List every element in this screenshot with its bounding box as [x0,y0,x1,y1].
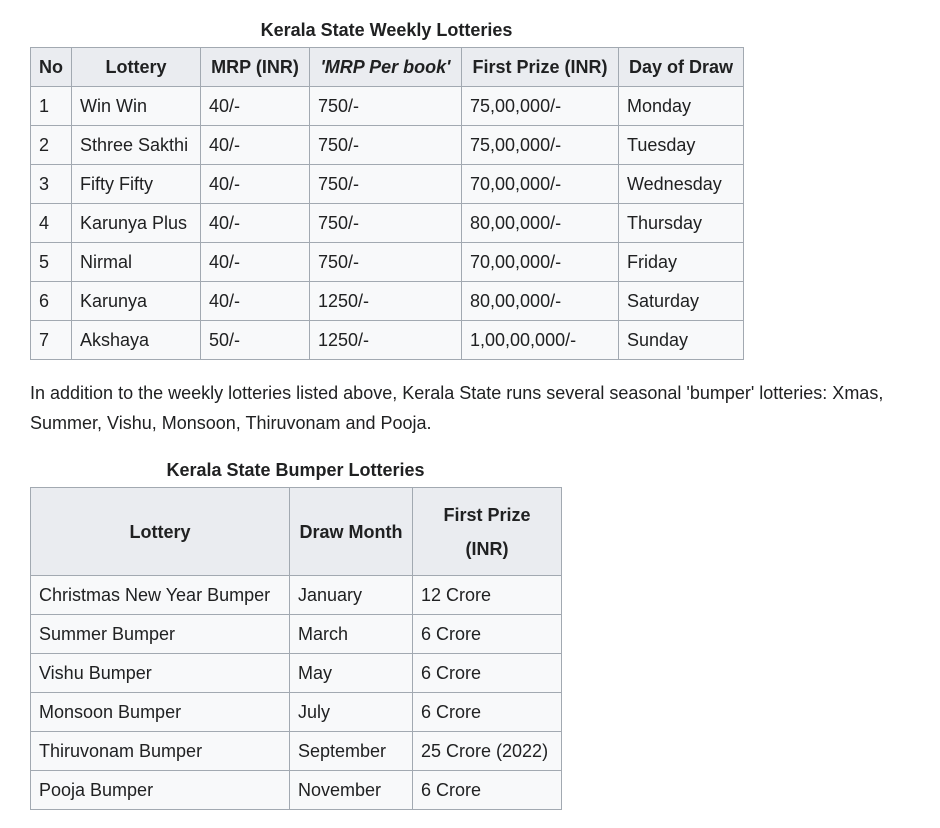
table-cell: 50/- [200,320,310,360]
table-cell: 4 [30,203,72,243]
table-cell: September [289,731,413,771]
table-row: 4 Karunya Plus 40/- 750/- 80,00,000/- Thursda… [30,203,744,243]
table-cell: 40/- [200,86,310,126]
table-cell: Summer Bumper [30,614,290,654]
table-row: 6 Karunya 40/- 1250/- 80,00,000/- Saturday [30,281,744,321]
table-cell: Win Win [71,86,201,126]
bumper-lotteries-table: Lottery Draw Month First Prize (INR) Chris… [30,487,562,810]
bumper-intro-paragraph: In addition to the weekly lotteries list… [30,383,884,433]
table-cell: 750/- [309,242,462,282]
table-cell: Sthree Sakthi [71,125,201,165]
weekly-table-caption: Kerala State Weekly Lotteries [260,20,513,40]
table-cell: Monsoon Bumper [30,692,290,732]
table-cell: 1,00,00,000/- [461,320,619,360]
column-header: First Prize (INR) [412,487,562,576]
table-cell: Thursday [618,203,744,243]
table-cell: Christmas New Year Bumper [30,575,290,615]
table-cell: 40/- [200,242,310,282]
table-cell: Akshaya [71,320,201,360]
table-cell: 750/- [309,86,462,126]
table-row: 5 Nirmal 40/- 750/- 70,00,000/- Friday [30,242,744,282]
table-cell: Friday [618,242,744,282]
column-header: Lottery [71,47,201,87]
table-row: 3 Fifty Fifty 40/- 750/- 70,00,000/- Wednesda… [30,164,744,204]
table-cell: 70,00,000/- [461,242,619,282]
table-cell: Monday [618,86,744,126]
table-cell: 7 [30,320,72,360]
table-header-row: No Lottery MRP (INR) 'MRP Per book' First Pr… [30,47,744,87]
table-cell: 5 [30,242,72,282]
table-cell: 3 [30,164,72,204]
column-header: MRP (INR) [200,47,310,87]
table-cell: 750/- [309,164,462,204]
column-header: Draw Month [289,487,413,576]
table-cell: July [289,692,413,732]
table-cell: 25 Crore (2022) [412,731,562,771]
column-header: First Prize (INR) [461,47,619,87]
table-row: 2 Sthree Sakthi 40/- 750/- 75,00,000/- Tuesda… [30,125,744,165]
table-cell: 40/- [200,164,310,204]
table-cell: 70,00,000/- [461,164,619,204]
table-cell: 40/- [200,203,310,243]
table-row: Thiruvonam Bumper September 25 Crore (2022… [30,731,562,771]
table-cell: 1250/- [309,320,462,360]
table-row: 7 Akshaya 50/- 1250/- 1,00,00,000/- Sunday [30,320,744,360]
table-cell: 1 [30,86,72,126]
table-cell: 40/- [200,125,310,165]
table-cell: Sunday [618,320,744,360]
table-cell: 6 [30,281,72,321]
table-cell: 6 Crore [412,692,562,732]
table-cell: 80,00,000/- [461,203,619,243]
table-cell: Nirmal [71,242,201,282]
table-cell: Fifty Fifty [71,164,201,204]
column-header: Day of Draw [618,47,744,87]
table-cell: 750/- [309,125,462,165]
table-row: Summer Bumper March 6 Crore [30,614,562,654]
table-cell: 1250/- [309,281,462,321]
table-cell: 75,00,000/- [461,125,619,165]
table-cell: 75,00,000/- [461,86,619,126]
table-cell: 6 Crore [412,770,562,810]
table-cell: 12 Crore [412,575,562,615]
bumper-table-caption: Kerala State Bumper Lotteries [166,460,425,480]
weekly-lotteries-table: No Lottery MRP (INR) 'MRP Per book' First Pr… [30,47,744,360]
table-row: Pooja Bumper November 6 Crore [30,770,562,810]
table-cell: Thiruvonam Bumper [30,731,290,771]
table-cell: March [289,614,413,654]
table-header-row: Lottery Draw Month First Prize (INR) [30,487,562,576]
table-cell: 750/- [309,203,462,243]
table-cell: 80,00,000/- [461,281,619,321]
table-cell: 6 Crore [412,653,562,693]
table-cell: May [289,653,413,693]
table-row: 1 Win Win 40/- 750/- 75,00,000/- Monday [30,86,744,126]
column-header: No [30,47,72,87]
table-cell: 40/- [200,281,310,321]
table-row: Vishu Bumper May 6 Crore [30,653,562,693]
table-cell: Tuesday [618,125,744,165]
table-cell: Vishu Bumper [30,653,290,693]
column-header: Lottery [30,487,290,576]
table-cell: 2 [30,125,72,165]
table-cell: Pooja Bumper [30,770,290,810]
table-row: Monsoon Bumper July 6 Crore [30,692,562,732]
table-cell: November [289,770,413,810]
table-cell: Saturday [618,281,744,321]
table-cell: January [289,575,413,615]
column-header: 'MRP Per book' [309,47,462,87]
table-cell: Karunya [71,281,201,321]
table-cell: Karunya Plus [71,203,201,243]
table-cell: Wednesday [618,164,744,204]
table-cell: 6 Crore [412,614,562,654]
table-row: Christmas New Year Bumper January 12 Crore [30,575,562,615]
